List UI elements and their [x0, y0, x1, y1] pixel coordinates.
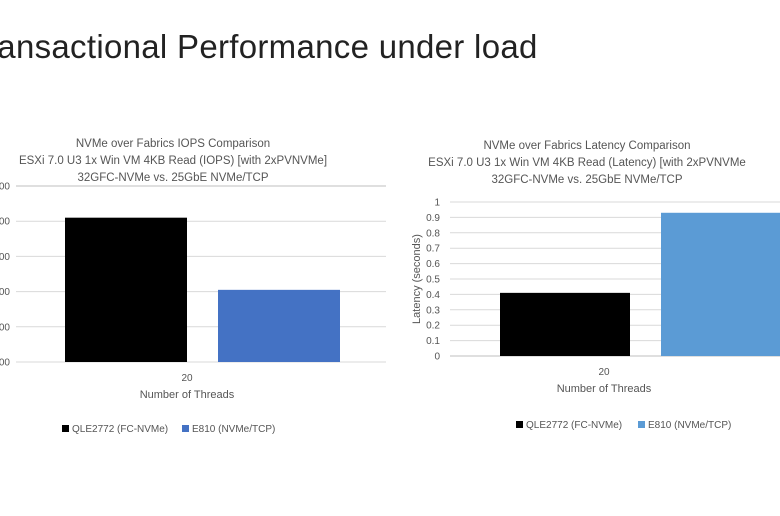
undefined-legend-label: QLE2772 (FC-NVMe) [526, 420, 622, 431]
undefined-ytick-label: 0.3 [426, 305, 440, 316]
latency-chart-subtitle-1: ESXi 7.0 U3 1x Win VM 4KB Read (Latency)… [428, 157, 746, 169]
iops-chart-title: NVMe over Fabrics IOPS Comparison [75, 138, 271, 150]
iops-chart: NVMe over Fabrics IOPS Comparison ESXi 7… [0, 138, 386, 435]
undefined-legend-label: E810 (NVMe/TCP) [192, 424, 275, 435]
iops-chart-subtitle-2: 32GFC-NVMe vs. 25GbE NVMe/TCP [77, 172, 269, 184]
iops-chart-plot: 00 00 00 00 00 00 20 Number of Threads QLE2772 (… [0, 182, 386, 435]
undefined-bar-fc-nvme [500, 292, 630, 356]
undefined-ytick-label: 00 [0, 182, 10, 193]
iops-chart-subtitle-1: ESXi 7.0 U3 1x Win VM 4KB Read (IOPS) [w… [18, 155, 328, 167]
undefined-legend-swatch [638, 421, 645, 428]
undefined-legend-swatch [62, 425, 69, 432]
undefined-category-label: 20 [181, 373, 193, 384]
undefined-ytick-label: 0.9 [426, 213, 440, 224]
undefined-ytick-label: 0.1 [426, 336, 440, 347]
undefined-ytick-label: 0.8 [426, 228, 440, 239]
undefined-ytick-label: 00 [0, 252, 10, 263]
latency-chart-subtitle-2: 32GFC-NVMe vs. 25GbE NVMe/TCP [491, 174, 683, 186]
undefined-y-axis-label: Latency (seconds) [411, 234, 423, 324]
undefined-bar-nvme-tcp [218, 289, 340, 362]
undefined-ytick-label: 00 [0, 358, 10, 369]
undefined-legend-label: QLE2772 (FC-NVMe) [72, 424, 168, 435]
undefined-ytick-label: 00 [0, 322, 10, 333]
undefined-bar-fc-nvme [65, 217, 187, 362]
undefined-x-axis-label: Number of Threads [140, 389, 235, 401]
latency-chart-plot: 0 0.1 0.2 0.3 0.4 0.5 0.6 0.7 0.8 0.9 1 20 Number of… [411, 198, 780, 431]
latency-chart-title: NVMe over Fabrics Latency Comparison [483, 140, 691, 152]
undefined-ytick-label: 0.5 [426, 275, 440, 286]
undefined-ytick-label: 0.2 [426, 321, 440, 332]
undefined-legend-swatch [516, 421, 523, 428]
undefined-ytick-label: 00 [0, 287, 10, 298]
undefined-x-axis-label: Number of Threads [557, 383, 652, 395]
undefined-ytick-label: 0.7 [426, 244, 440, 255]
undefined-legend-swatch [182, 425, 189, 432]
undefined-category-label: 20 [598, 367, 610, 378]
undefined-ytick-label: 0.6 [426, 259, 440, 270]
slide-title: ransactional Performance under load [0, 28, 538, 65]
undefined-ytick-label: 00 [0, 217, 10, 228]
latency-chart: NVMe over Fabrics Latency Comparison ESX… [390, 0, 780, 516]
undefined-ytick-label: 0.4 [426, 290, 440, 301]
undefined-ytick-label: 0 [434, 352, 440, 363]
undefined-bar-nvme-tcp [661, 212, 780, 356]
undefined-legend-label: E810 (NVMe/TCP) [648, 420, 731, 431]
undefined-ytick-label: 1 [434, 198, 440, 209]
